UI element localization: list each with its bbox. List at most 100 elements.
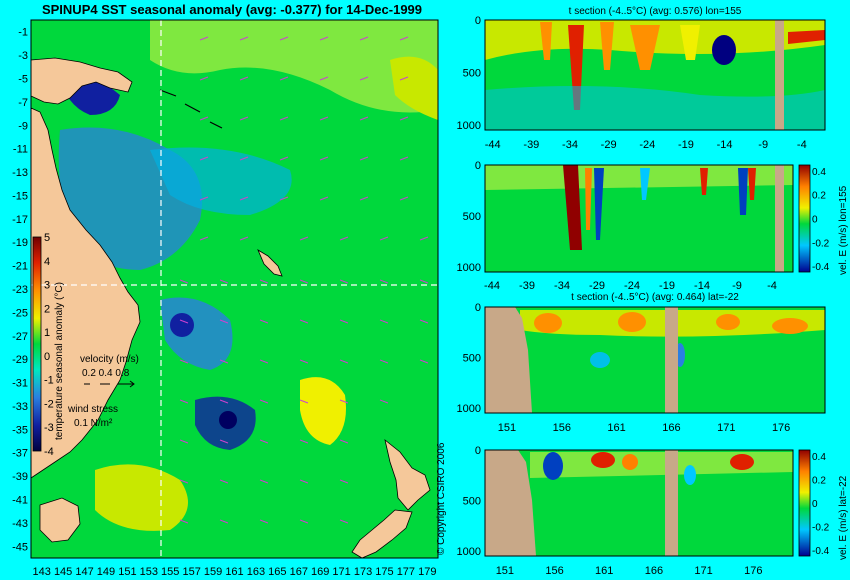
map-lat-tick: -11 [13, 144, 28, 156]
panel3-cool-blob [590, 352, 610, 368]
panel4-colorbar: 0.4 0.2 0 -0.2 -0.4 vel. E (m/s) lat=-22 [798, 449, 849, 560]
p3-y-tick: 0 [475, 302, 481, 314]
p4-y-tick: 500 [463, 495, 481, 507]
panel2-blue-jet-3 [738, 168, 748, 215]
p2-x-tick: -24 [624, 280, 640, 292]
panel3-warm-blob-4 [772, 318, 808, 334]
p3-x-tick: 166 [662, 422, 680, 434]
p4-x-tick: 156 [545, 565, 563, 577]
temp-colorbar-tick: 4 [44, 256, 50, 268]
panel3-y-ticks: 0 500 1000 [457, 302, 481, 415]
panel4-orange-blob [622, 454, 638, 470]
p2-colorbar-tick: 0.4 [812, 167, 826, 178]
p4-colorbar-tick: 0.2 [812, 475, 826, 486]
wind-legend-title: wind stress [67, 404, 118, 415]
panel2-colorbar-ticks: 0.4 0.2 0 -0.2 -0.4 [812, 167, 830, 273]
panel2-colorbar: 0.4 0.2 0 -0.2 -0.4 vel. E (m/s) lon=155 [798, 164, 849, 275]
p2-y-tick: 0 [475, 160, 481, 172]
map-lon-tick: 173 [354, 566, 372, 578]
velocity-legend-title: velocity (m/s) [80, 354, 139, 365]
panel4-colorbar-ticks: 0.4 0.2 0 -0.2 -0.4 [812, 452, 830, 557]
tasmania-land [39, 497, 81, 543]
p4-x-tick: 161 [595, 565, 613, 577]
p4-y-tick: 1000 [457, 546, 481, 558]
map-lon-tick: 151 [118, 566, 136, 578]
p2-colorbar-tick: -0.4 [812, 262, 830, 273]
p2-y-tick: 1000 [457, 262, 481, 274]
wind-legend-value: 0.1 N/m² [74, 418, 113, 429]
map-lat-tick: -17 [12, 214, 28, 226]
panel1-x-ticks: -44 -39 -34 -29 -24 -19 -14 -9 -4 [485, 139, 807, 151]
p2-x-tick: -14 [694, 280, 710, 292]
panel1-cold-core [712, 35, 736, 65]
p2-colorbar-tick: 0.2 [812, 191, 826, 202]
panel4-x-ticks: 151 156 161 166 171 176 [496, 565, 763, 577]
p1-x-tick: -34 [562, 139, 578, 151]
map-lat-tick: -7 [18, 97, 28, 109]
p3-x-tick: 161 [607, 422, 625, 434]
map-lat-tick: -39 [12, 471, 28, 483]
temp-colorbar-tick: -4 [44, 446, 54, 458]
panel1-frame [484, 19, 826, 131]
wind-vectors [179, 36, 429, 524]
panel2-blue-jet [594, 168, 604, 240]
map-lon-tick: 157 [182, 566, 200, 578]
panel1-warm-streak-3 [540, 22, 552, 60]
map-lat-tick: -13 [12, 167, 28, 179]
map-frame [30, 19, 439, 559]
new-caledonia-land [257, 249, 283, 277]
panel2-section [484, 164, 794, 273]
map-lat-ticks: -1 -3 -5 -7 -9 -11 -13 -15 -17 -19 -21 -23 -25 -27 -29… [12, 27, 28, 554]
p1-x-tick: -9 [758, 139, 768, 151]
panel2-red-jet-3 [700, 168, 708, 195]
temp-colorbar: 5 4 3 2 1 0 -1 -2 -3 -4 temperature seasonal anom… [32, 232, 65, 458]
map-cool-band [150, 147, 292, 215]
temp-colorbar-tick: 2 [44, 303, 50, 315]
p3-x-tick: 176 [772, 422, 790, 434]
map-lat-tick: -5 [18, 73, 28, 85]
map-lon-ticks: 143 145 147 149 151 153 155 157 159 161 163 165 167 1… [33, 566, 437, 578]
p4-colorbar-tick: -0.2 [812, 523, 830, 534]
map-lat-tick: -35 [12, 424, 28, 436]
australia-land [30, 107, 141, 479]
map-lon-tick: 155 [161, 566, 179, 578]
panel2-warm-upper [485, 165, 793, 190]
map-lat-tick: -9 [18, 120, 28, 132]
panel1-warm-streak-5 [680, 25, 700, 60]
panel1-subtitle: t section (-4..5°C) (avg: 0.576) lon=155 [569, 6, 742, 17]
velocity-legend-values: 0.2 0.4 0.8 [82, 368, 130, 379]
map-lon-tick: 169 [311, 566, 329, 578]
temp-colorbar-tick: -2 [44, 398, 54, 410]
panel4-blue-blob [543, 452, 563, 480]
p4-x-tick: 171 [694, 565, 712, 577]
temp-colorbar-tick: 1 [44, 327, 50, 339]
p1-y-tick: 500 [463, 67, 481, 79]
panel2-red-jet [563, 165, 582, 250]
panel4-colorbar-label: vel. E (m/s) lat=-22 [838, 475, 849, 560]
vector-legend: velocity (m/s) 0.2 0.4 0.8 wind stress 0… [67, 354, 139, 429]
p4-x-tick: 166 [645, 565, 663, 577]
map-lat-tick: -1 [18, 27, 28, 39]
map-lat-tick: -3 [18, 50, 28, 62]
temp-colorbar-tick: -1 [44, 375, 54, 387]
copyright-text: © Copyright CSIRO 2006 [436, 442, 447, 555]
p2-y-tick: 500 [463, 211, 481, 223]
panel3-subtitle: t section (-4..5°C) (avg: 0.464) lat=-22 [571, 292, 739, 303]
map-lat-tick: -33 [12, 401, 28, 413]
p1-y-tick: 0 [475, 15, 481, 27]
p1-x-tick: -39 [523, 139, 539, 151]
panel1-cool-lower [485, 86, 825, 130]
temp-colorbar-gradient [32, 236, 42, 452]
map-lon-tick: 149 [97, 566, 115, 578]
map-lon-tick: 171 [332, 566, 350, 578]
panel3-warm-blob-1 [534, 313, 562, 333]
panel1-y-ticks: 0 500 1000 [457, 15, 481, 132]
p4-y-tick: 0 [475, 445, 481, 457]
p3-x-tick: 151 [498, 422, 516, 434]
panel1-section [484, 19, 826, 131]
panel2-orange-jet [585, 168, 592, 230]
panel4-cyan-blob [684, 465, 696, 485]
panel1-surface-band [788, 30, 825, 44]
panel2-blue-jet-2 [640, 168, 650, 200]
panel2-x-ticks: -44 -39 -34 -29 -24 -19 -14 -9 -4 [484, 280, 777, 292]
